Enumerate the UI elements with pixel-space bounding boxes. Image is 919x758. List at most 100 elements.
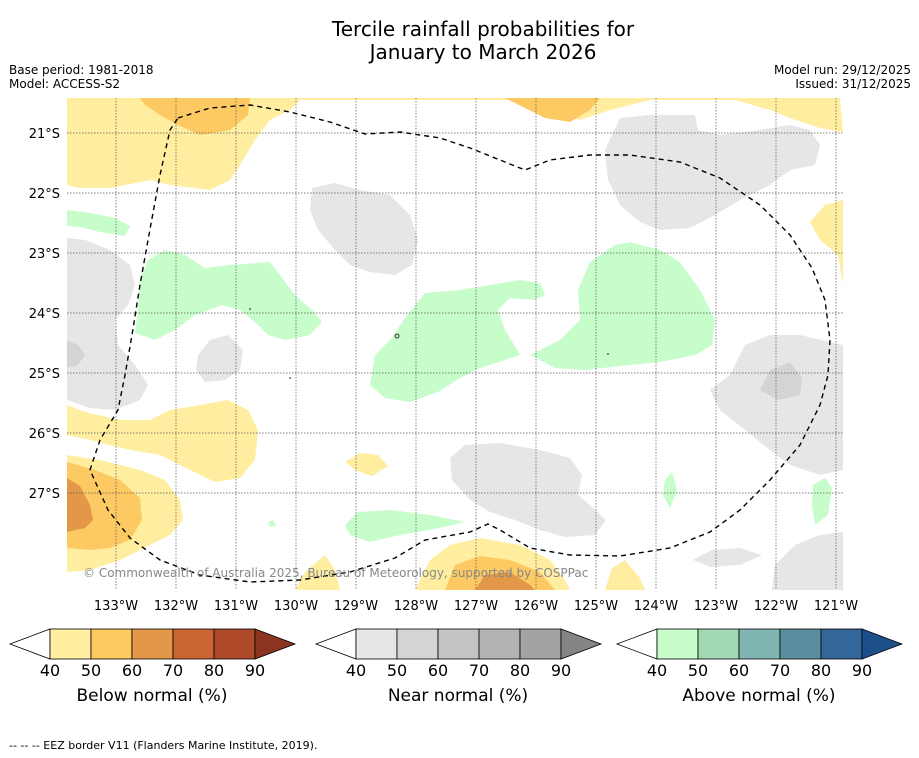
below-region-south-2-mid xyxy=(445,556,555,590)
colorbar-segment xyxy=(820,628,863,660)
colorbar-tick-label: 60 xyxy=(122,661,142,680)
island-marker xyxy=(249,308,251,310)
colorbar-segment xyxy=(396,628,439,660)
near-region-east xyxy=(710,335,843,475)
longitude-label: 128°W xyxy=(394,599,438,614)
issued-date: Issued: 31/12/2025 xyxy=(795,77,911,91)
meta-right: Model run: 29/12/2025 Issued: 31/12/2025 xyxy=(774,63,911,91)
colorbar-segment xyxy=(697,628,740,660)
above-region-south xyxy=(345,510,465,542)
longitude-label: 130°W xyxy=(274,599,318,614)
latitude-labels: 21°S 22°S 23°S 24°S 25°S 26°S 27°S xyxy=(29,127,60,502)
copyright-text: © Commonwealth of Australia 2025, Bureau… xyxy=(83,566,588,580)
colorbar-tick-label: 90 xyxy=(852,661,872,680)
colorbar-segment xyxy=(49,628,92,660)
colorbar-label-above: Above normal (%) xyxy=(682,686,836,706)
below-region-west xyxy=(67,400,258,482)
below-region-south-3 xyxy=(605,560,645,590)
colorbar-extend-low xyxy=(615,628,658,660)
below-region-east xyxy=(810,200,843,285)
longitude-label: 132°W xyxy=(154,599,198,614)
colorbar-tick-label: 70 xyxy=(163,661,183,680)
colorbar-extend-high xyxy=(861,628,904,660)
near-region-south-center xyxy=(450,443,606,537)
below-region-south-2-dark xyxy=(475,572,535,590)
latitude-label: 24°S xyxy=(29,307,60,322)
model-name: Model: ACCESS-S2 xyxy=(9,77,121,91)
colorbar-tick-label: 60 xyxy=(428,661,448,680)
above-region-west xyxy=(135,250,322,340)
above-region-small-1 xyxy=(663,472,677,508)
colorbar-segment xyxy=(738,628,781,660)
near-region-se-2 xyxy=(772,532,843,590)
chart-title: Tercile rainfall probabilities for Janua… xyxy=(0,18,919,64)
colorbars: 40 50 60 70 80 90 40 50 60 70 80 90 40 50 60 70 80 90 xyxy=(8,628,904,680)
below-region-sw-mid xyxy=(67,462,142,550)
colorbar-tick-label: 70 xyxy=(469,661,489,680)
colorbar-tick-label: 80 xyxy=(510,661,530,680)
near-region-west-dark xyxy=(67,340,85,368)
longitude-label: 123°W xyxy=(694,599,738,614)
near-region-small xyxy=(196,335,243,382)
colorbar-tick-label: 50 xyxy=(688,661,708,680)
colorbar-tick-label: 80 xyxy=(811,661,831,680)
colorbar-tick-label: 40 xyxy=(40,661,60,680)
colorbar-label-near: Near normal (%) xyxy=(387,686,529,706)
longitude-label: 133°W xyxy=(94,599,138,614)
colorbar-segment xyxy=(213,628,256,660)
longitude-label: 125°W xyxy=(574,599,618,614)
latitude-label: 22°S xyxy=(29,187,60,202)
meta-left: Base period: 1981-2018 Model: ACCESS-S2 xyxy=(9,63,154,91)
longitude-label: 126°W xyxy=(514,599,558,614)
colorbar-label-below: Below normal (%) xyxy=(76,686,228,706)
colorbar-tick-label: 50 xyxy=(387,661,407,680)
longitude-label: 129°W xyxy=(334,599,378,614)
latitude-label: 26°S xyxy=(29,427,60,442)
colorbar-segment xyxy=(779,628,822,660)
colorbar-segment xyxy=(519,628,562,660)
colorbar-segment xyxy=(478,628,521,660)
footer-note: -- -- -- EEZ border V11 (Flanders Marine… xyxy=(9,739,318,752)
above-region-tiny xyxy=(268,520,276,527)
above-region-small-2 xyxy=(812,478,832,525)
longitude-label: 121°W xyxy=(814,599,858,614)
island-marker xyxy=(607,353,609,355)
colorbar-tick-label: 70 xyxy=(770,661,790,680)
colorbar-tick-label: 80 xyxy=(204,661,224,680)
island-marker xyxy=(289,377,291,379)
latitude-label: 23°S xyxy=(29,247,60,262)
colorbar-segment xyxy=(656,628,699,660)
latitude-label: 25°S xyxy=(29,367,60,382)
near-region-center xyxy=(310,183,418,275)
above-region-east xyxy=(530,242,715,370)
near-region-east-dark xyxy=(760,362,802,400)
colorbar-tick-label: 40 xyxy=(647,661,667,680)
longitude-label: 124°W xyxy=(634,599,678,614)
below-region-south xyxy=(295,555,340,590)
colorbar-extend-low xyxy=(314,628,357,660)
colorbar-tick-label: 40 xyxy=(346,661,366,680)
colorbar-segment xyxy=(90,628,133,660)
colorbar-segment xyxy=(172,628,215,660)
above-region-nw xyxy=(67,210,130,236)
above-region-center xyxy=(370,280,545,402)
title-line-2: January to March 2026 xyxy=(369,40,597,64)
longitude-label: 127°W xyxy=(454,599,498,614)
longitude-label: 131°W xyxy=(214,599,258,614)
eez-border xyxy=(89,104,831,583)
longitude-label: 122°W xyxy=(754,599,798,614)
near-region-ne xyxy=(605,115,820,230)
near-region-west xyxy=(67,238,148,410)
colorbar-extend-high xyxy=(560,628,603,660)
graticule xyxy=(67,98,843,590)
latitude-label: 21°S xyxy=(29,127,60,142)
latitude-label: 27°S xyxy=(29,487,60,502)
island-marker xyxy=(394,333,400,339)
colorbar-segment xyxy=(355,628,398,660)
colorbar-tick-label: 60 xyxy=(729,661,749,680)
below-region-north-dark-2 xyxy=(505,98,600,122)
map-plot-area: © Commonwealth of Australia 2025, Bureau… xyxy=(67,98,843,590)
colorbar-segment xyxy=(131,628,174,660)
longitude-labels: 133°W 132°W 131°W 130°W 129°W 128°W 127°W 126°W… xyxy=(94,599,858,614)
